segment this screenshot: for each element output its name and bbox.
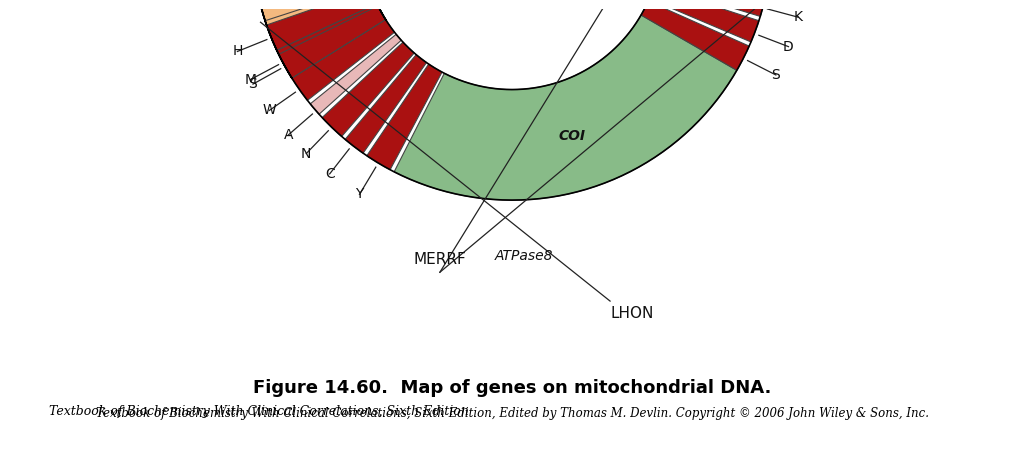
Text: S: S xyxy=(771,68,780,82)
Text: S: S xyxy=(249,77,257,91)
Polygon shape xyxy=(641,1,750,70)
Polygon shape xyxy=(367,64,442,170)
Polygon shape xyxy=(292,19,394,100)
Text: A: A xyxy=(284,128,293,142)
Text: K: K xyxy=(794,10,803,24)
Text: Y: Y xyxy=(355,187,364,201)
Polygon shape xyxy=(276,4,384,74)
Polygon shape xyxy=(394,15,737,200)
Text: LHON: LHON xyxy=(610,306,653,321)
Polygon shape xyxy=(266,0,377,50)
Text: N: N xyxy=(301,146,311,161)
Polygon shape xyxy=(310,34,401,114)
Text: W: W xyxy=(262,103,276,117)
Polygon shape xyxy=(649,0,759,42)
Text: M: M xyxy=(245,73,257,87)
Polygon shape xyxy=(279,6,386,78)
Text: H: H xyxy=(232,44,243,58)
Text: C: C xyxy=(325,167,335,181)
Polygon shape xyxy=(252,0,377,50)
Polygon shape xyxy=(323,42,415,136)
Text: Figure 14.60.  Map of genes on mitochondrial DNA.: Figure 14.60. Map of genes on mitochondr… xyxy=(253,379,771,396)
Polygon shape xyxy=(345,55,427,153)
Text: MERRF: MERRF xyxy=(414,252,466,268)
Text: D: D xyxy=(783,40,794,53)
Text: Textbook of Biochemistry With Clinical Correlations, Sixth Edition, Edited by Th: Textbook of Biochemistry With Clinical C… xyxy=(95,407,929,420)
Text: Textbook of Biochemistry With Clinical Correlations, Sixth Edition: Textbook of Biochemistry With Clinical C… xyxy=(48,405,468,418)
Text: ATPase8: ATPase8 xyxy=(495,249,553,263)
Polygon shape xyxy=(654,0,766,17)
Text: COI: COI xyxy=(558,129,586,143)
Polygon shape xyxy=(252,0,380,21)
